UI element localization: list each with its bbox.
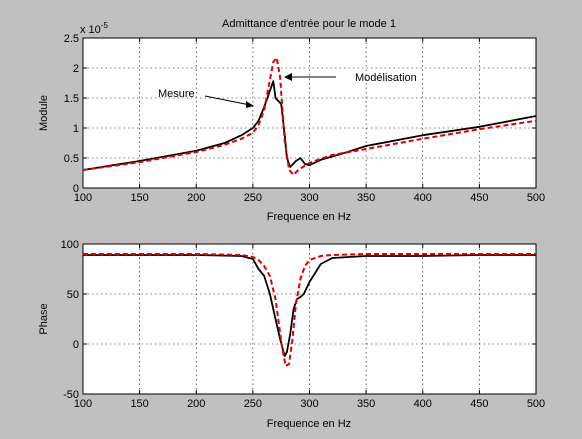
module-ticks: 100 150 200 250 300 350 400 450 500 0 0.5 1 1.5 2 2.5 xyxy=(64,33,545,204)
phase-x-tick-label: 150 xyxy=(130,398,148,410)
phase-x-tick-label: 400 xyxy=(414,398,432,410)
phase-series xyxy=(83,253,536,367)
module-x-tick-label: 250 xyxy=(244,192,262,204)
module-x-tick-label: 350 xyxy=(357,192,375,204)
phase-ticks: 100 150 200 250 300 350 400 450 500 -50 0 50 100 xyxy=(61,239,546,410)
module-x-tick-label: 400 xyxy=(414,192,432,204)
module-y-tick-label: 2 xyxy=(73,63,79,75)
module-y-tick-label: 0.5 xyxy=(64,153,79,165)
module-y-axis-label: Module xyxy=(38,95,50,131)
module-y-tick-label: 0 xyxy=(73,183,79,195)
phase-x-tick-label: 200 xyxy=(187,398,205,410)
module-series xyxy=(82,56,537,176)
phase-y-tick-label: 100 xyxy=(61,239,79,251)
module-x-axis-label: Frequence en Hz xyxy=(267,211,351,223)
phase-x-tick-label: 100 xyxy=(74,398,92,410)
annotation-mesure-arrow xyxy=(204,95,251,106)
annotation-modelisation-label: Modélisation xyxy=(355,72,417,84)
module-x-tick-label: 150 xyxy=(130,192,148,204)
phase-x-tick-label: 350 xyxy=(357,398,375,410)
module-x-tick-label: 200 xyxy=(187,192,205,204)
annotation-mesure-arrowhead xyxy=(246,101,254,108)
annotation-mesure: Mesure xyxy=(158,88,254,108)
module-y-exponent-power: -5 xyxy=(101,21,109,30)
module-x-tick-label: 500 xyxy=(527,192,545,204)
phase-y-axis-label: Phase xyxy=(38,303,50,334)
phase-y-tick-label: 0 xyxy=(73,339,79,351)
module-title: Admittance d'entrée pour le mode 1 xyxy=(222,18,396,30)
phase-x-tick-label: 450 xyxy=(470,398,488,410)
phase-y-tick-label: 50 xyxy=(67,289,79,301)
module-x-tick-label: 300 xyxy=(300,192,318,204)
phase-y-tick-label: -50 xyxy=(63,389,79,401)
phase-x-axis-label: Frequence en Hz xyxy=(267,418,351,430)
module-x-tick-label: 100 xyxy=(74,192,92,204)
module-series-modelisation xyxy=(82,56,537,176)
module-y-tick-label: 1 xyxy=(73,123,79,135)
annotation-mesure-label: Mesure xyxy=(158,88,195,100)
phase-axes: 100 150 200 250 300 350 400 450 500 -50 0 50 100 Fre… xyxy=(38,239,545,430)
module-y-tick-label: 1.5 xyxy=(64,93,79,105)
phase-series-mesure xyxy=(83,254,536,357)
module-y-exponent-base: x 10 xyxy=(80,24,101,36)
annotation-modelisation-arrowhead xyxy=(284,73,292,81)
module-y-tick-label: 2.5 xyxy=(64,33,79,45)
module-axes: 100 150 200 250 300 350 400 450 50000.511.522.5 … xyxy=(38,18,545,223)
phase-series-modelisation xyxy=(83,253,536,367)
phase-x-tick-label: 300 xyxy=(300,398,318,410)
phase-x-tick-label: 250 xyxy=(244,398,262,410)
module-x-tick-label: 450 xyxy=(470,192,488,204)
phase-grid xyxy=(83,244,536,394)
annotation-modelisation: Modélisation xyxy=(284,72,417,84)
phase-x-tick-label: 500 xyxy=(527,398,545,410)
module-y-exponent: x 10-5 xyxy=(80,21,108,36)
module-grid xyxy=(83,38,536,188)
